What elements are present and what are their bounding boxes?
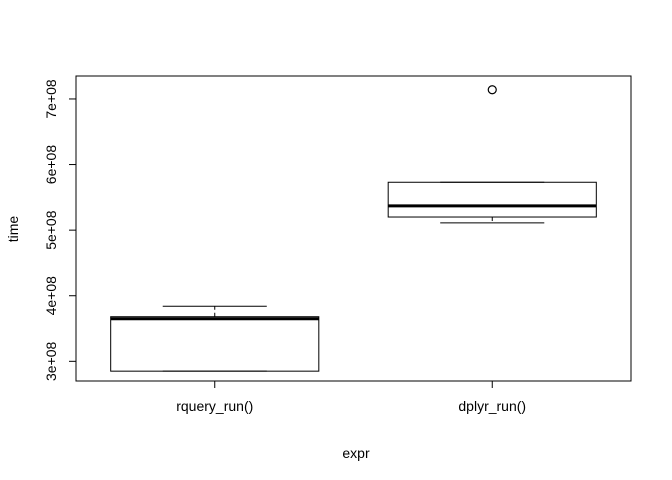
box-group: [110, 305, 320, 372]
x-axis-label: expr: [342, 445, 370, 461]
y-tick-label: 6e+08: [43, 145, 59, 185]
plot-frame: [75, 75, 632, 382]
box: [110, 316, 320, 372]
y-axis-label: time: [5, 216, 21, 243]
y-tick-label: 3e+08: [43, 341, 59, 381]
y-tick-label: 5e+08: [43, 210, 59, 250]
y-tick-label: 4e+08: [43, 276, 59, 316]
box: [387, 181, 597, 218]
x-axis: rquery_run() dplyr_run(): [176, 380, 526, 414]
x-tick-label: rquery_run(): [176, 398, 253, 414]
outlier-point: [487, 85, 497, 95]
y-tick-label: 7e+08: [43, 79, 59, 119]
y-axis: 3e+08 4e+08 5e+08 6e+08 7e+08: [43, 79, 77, 381]
boxes-layer: [110, 85, 597, 372]
x-tick-label: dplyr_run(): [458, 398, 526, 414]
box-group: [387, 85, 597, 224]
